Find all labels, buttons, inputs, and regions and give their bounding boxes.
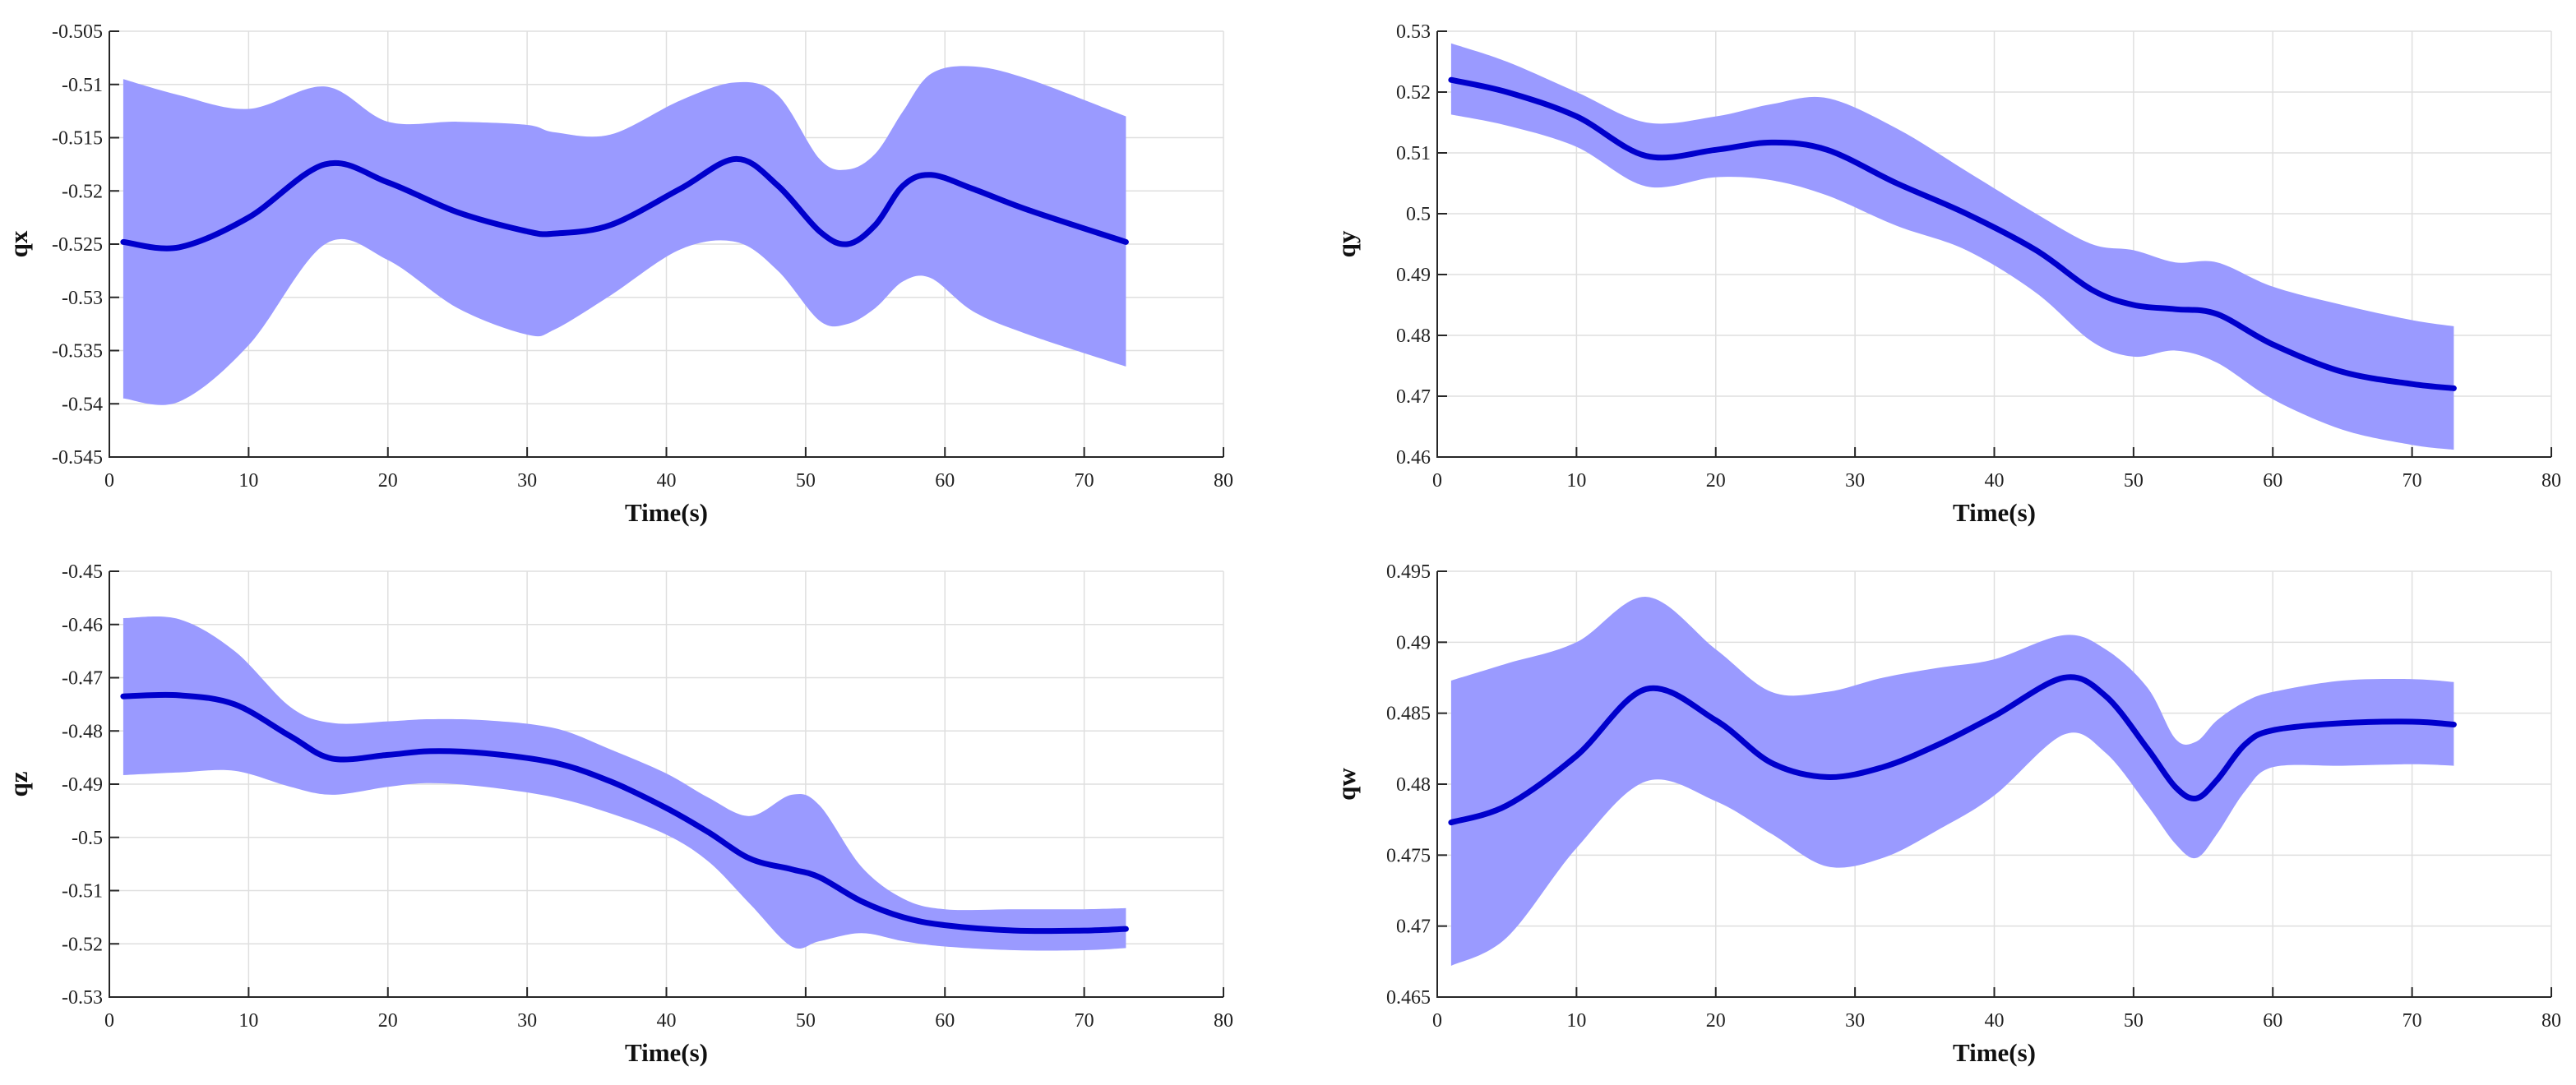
mean-line-qw — [1448, 674, 2457, 826]
xtick-label-qz-6: 60 — [935, 1010, 955, 1032]
ytick-label-qz-4: -0.49 — [62, 774, 103, 796]
xtick-label-qx-7: 70 — [1075, 470, 1094, 492]
xtick-label-qw-1: 10 — [1566, 1010, 1586, 1032]
xtick-label-qw-5: 50 — [2124, 1010, 2144, 1032]
xlabel-qw: Time(s) — [1953, 1038, 2036, 1067]
confidence-band-qw — [1450, 597, 2454, 966]
xtick-label-qx-4: 40 — [657, 470, 677, 492]
xtick-label-qx-3: 30 — [517, 470, 537, 492]
ytick-label-qy-7: 0.53 — [1396, 21, 1431, 43]
xtick-label-qy-3: 30 — [1845, 470, 1865, 492]
xtick-label-qy-8: 80 — [2541, 470, 2561, 492]
xtick-label-qw-4: 40 — [1985, 1010, 2005, 1032]
xtick-label-qz-7: 70 — [1075, 1010, 1094, 1032]
ytick-label-qw-5: 0.49 — [1396, 632, 1431, 653]
xtick-label-qx-0: 0 — [104, 470, 114, 492]
ylabel-qy: qy — [1332, 230, 1361, 257]
ytick-label-qy-2: 0.48 — [1396, 326, 1431, 347]
ytick-label-qy-3: 0.49 — [1396, 265, 1431, 286]
subplot-qx: 0 10 20 30 40 50 60 70 80 -0.545 -0.54 -0.535 -0.53 -… — [4, 21, 1233, 527]
confidence-band-qx — [123, 66, 1126, 405]
subplot-qy: 0 10 20 30 40 50 60 70 80 0.46 0.47 0.48 0.49 0.5 0.51… — [1332, 21, 2561, 527]
ytick-label-qw-3: 0.48 — [1396, 774, 1431, 796]
ytick-label-qx-2: -0.535 — [52, 341, 103, 362]
xtick-label-qw-8: 80 — [2541, 1010, 2561, 1032]
mean-line-qz — [120, 691, 1129, 935]
xtick-label-qy-4: 40 — [1985, 470, 2005, 492]
subplot-qz: 0 10 20 30 40 50 60 70 80 -0.53 -0.52 -0.51 -0.5 -0.4… — [4, 561, 1233, 1067]
ytick-label-qw-6: 0.495 — [1386, 561, 1431, 583]
xtick-label-qy-2: 20 — [1706, 470, 1726, 492]
ytick-label-qx-6: -0.515 — [52, 128, 103, 150]
xtick-label-qz-8: 80 — [1214, 1010, 1233, 1032]
subplot-qw: 0 10 20 30 40 50 60 70 80 0.465 0.47 0.475 0.48 0.485… — [1332, 561, 2561, 1067]
xtick-label-qz-3: 30 — [517, 1010, 537, 1032]
ytick-label-qx-0: -0.545 — [52, 447, 103, 469]
ylabel-qx: qx — [4, 230, 33, 257]
ytick-label-qw-0: 0.465 — [1386, 987, 1431, 1009]
ytick-label-qy-6: 0.52 — [1396, 82, 1431, 104]
ytick-label-qy-5: 0.51 — [1396, 143, 1431, 164]
xtick-label-qy-7: 70 — [2403, 470, 2422, 492]
xtick-label-qz-5: 50 — [796, 1010, 816, 1032]
xtick-label-qy-6: 60 — [2263, 470, 2282, 492]
ytick-label-qx-8: -0.505 — [52, 21, 103, 43]
ytick-label-qz-6: -0.47 — [62, 668, 103, 690]
ylabel-qw: qw — [1332, 768, 1361, 801]
xtick-label-qx-6: 60 — [935, 470, 955, 492]
ytick-label-qx-3: -0.53 — [62, 288, 103, 309]
confidence-band-qy — [1450, 43, 2454, 450]
xtick-label-qy-5: 50 — [2124, 470, 2144, 492]
xtick-label-qz-4: 40 — [657, 1010, 677, 1032]
ylabel-qz: qz — [4, 771, 33, 796]
ytick-label-qz-5: -0.48 — [62, 721, 103, 742]
ytick-label-qy-0: 0.46 — [1396, 447, 1431, 469]
xtick-label-qx-5: 50 — [796, 470, 816, 492]
ytick-label-qw-1: 0.47 — [1396, 916, 1431, 938]
ytick-label-qy-1: 0.47 — [1396, 386, 1431, 408]
xtick-label-qw-6: 60 — [2263, 1010, 2282, 1032]
ytick-label-qw-2: 0.475 — [1386, 845, 1431, 866]
ytick-label-qz-3: -0.5 — [72, 828, 103, 849]
xtick-label-qw-2: 20 — [1706, 1010, 1726, 1032]
xtick-label-qx-8: 80 — [1214, 470, 1233, 492]
xtick-label-qw-3: 30 — [1845, 1010, 1865, 1032]
ytick-label-qw-4: 0.485 — [1386, 704, 1431, 725]
xtick-label-qw-7: 70 — [2403, 1010, 2422, 1032]
xtick-label-qy-1: 10 — [1566, 470, 1586, 492]
ytick-label-qz-1: -0.52 — [62, 934, 103, 955]
mean-line-qy — [1448, 76, 2457, 391]
ytick-label-qx-4: -0.525 — [52, 234, 103, 256]
ytick-label-qx-1: -0.54 — [62, 394, 103, 415]
ytick-label-qx-5: -0.52 — [62, 181, 103, 202]
xtick-label-qx-1: 10 — [238, 470, 258, 492]
xlabel-qx: Time(s) — [625, 498, 708, 527]
ytick-label-qz-8: -0.45 — [62, 561, 103, 583]
ytick-label-qx-7: -0.51 — [62, 75, 103, 96]
xtick-label-qz-1: 10 — [238, 1010, 258, 1032]
ytick-label-qz-2: -0.51 — [62, 881, 103, 903]
confidence-band-qz — [123, 616, 1126, 951]
ytick-label-qy-4: 0.5 — [1406, 204, 1431, 225]
xtick-label-qz-0: 0 — [104, 1010, 114, 1032]
xlabel-qz: Time(s) — [625, 1038, 708, 1067]
xtick-label-qz-2: 20 — [378, 1010, 398, 1032]
xtick-label-qy-0: 0 — [1432, 470, 1442, 492]
xtick-label-qx-2: 20 — [378, 470, 398, 492]
mean-line-qx — [120, 155, 1129, 252]
xtick-label-qw-0: 0 — [1432, 1010, 1442, 1032]
xlabel-qy: Time(s) — [1953, 498, 2036, 527]
ytick-label-qz-7: -0.46 — [62, 615, 103, 636]
ytick-label-qz-0: -0.53 — [62, 987, 103, 1009]
